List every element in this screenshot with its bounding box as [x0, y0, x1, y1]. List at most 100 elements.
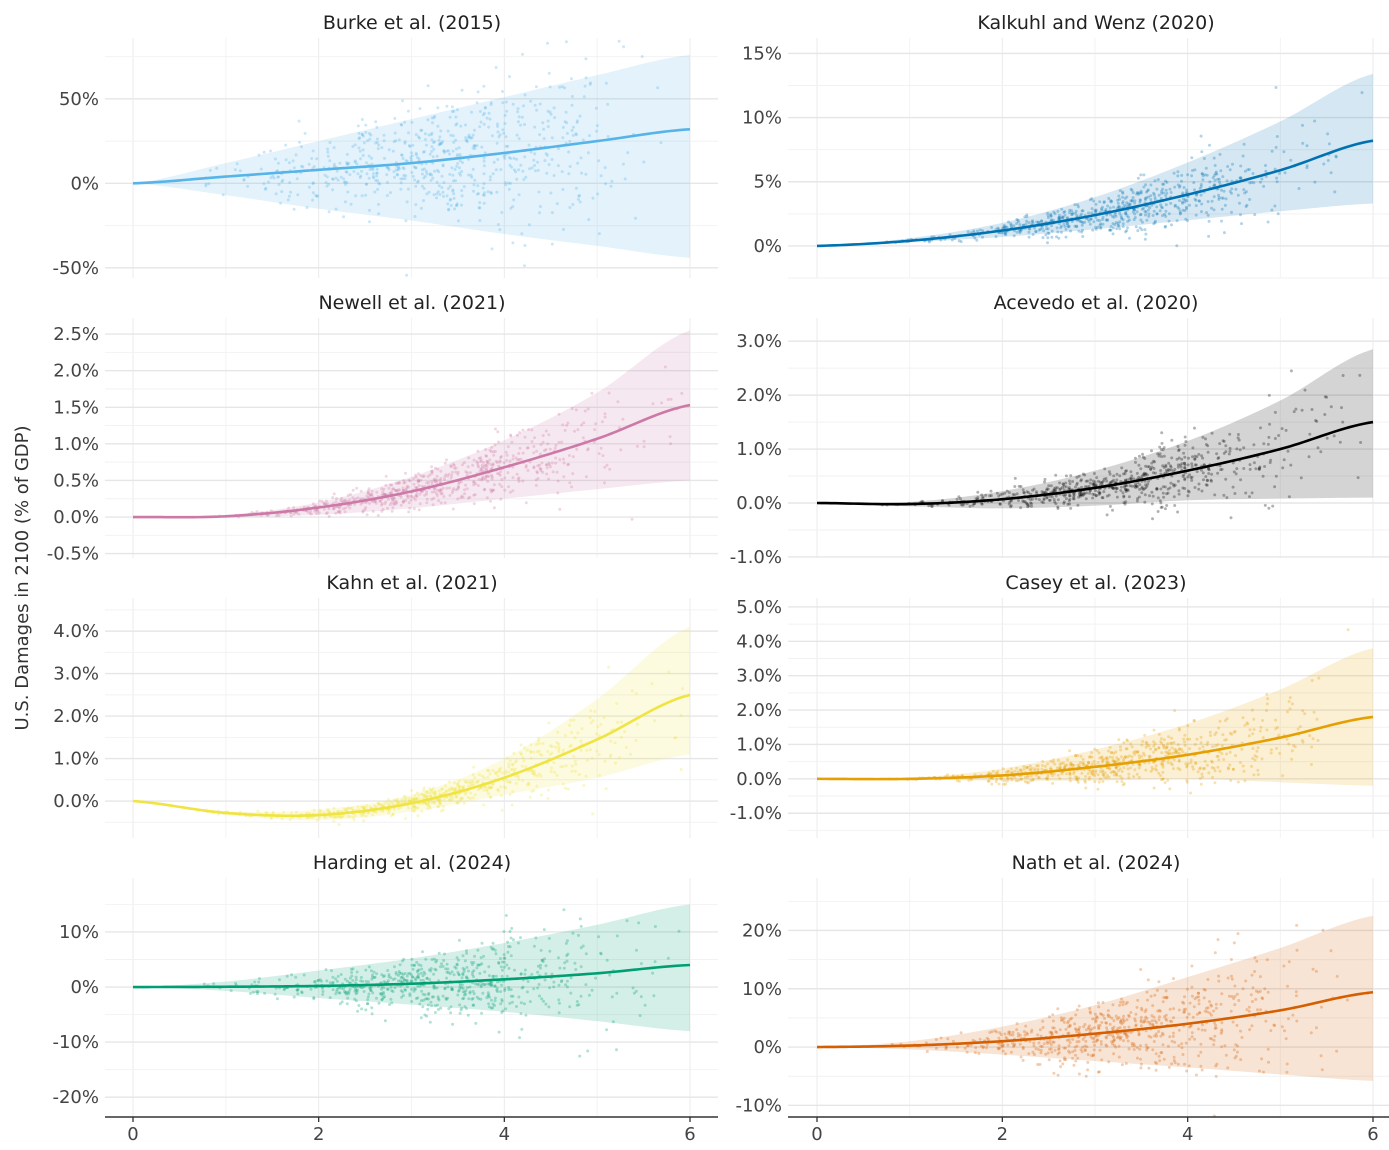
data-point: [528, 167, 531, 170]
panel-5: Kahn et al. (2021)0.0%1.0%2.0%3.0%4.0%: [53, 572, 718, 838]
data-point: [437, 190, 440, 193]
data-point: [588, 134, 591, 137]
data-point: [550, 752, 553, 755]
data-point: [570, 485, 573, 488]
data-point: [1175, 244, 1178, 247]
data-point: [532, 987, 535, 990]
data-point: [1125, 484, 1128, 487]
data-point: [1300, 476, 1303, 479]
data-point: [1146, 465, 1149, 468]
data-point: [503, 477, 506, 480]
data-point: [1167, 752, 1170, 755]
data-point: [594, 422, 597, 425]
data-point: [1161, 771, 1164, 774]
data-point: [1149, 748, 1152, 751]
data-point: [407, 797, 410, 800]
data-point: [1313, 120, 1316, 123]
data-point: [1011, 778, 1014, 781]
data-point: [1009, 499, 1012, 502]
data-point: [557, 750, 560, 753]
data-point: [654, 925, 657, 928]
data-point: [539, 967, 542, 970]
data-point: [490, 450, 493, 453]
data-point: [448, 153, 451, 156]
data-point: [1194, 743, 1197, 746]
data-point: [1128, 484, 1131, 487]
data-point: [1252, 443, 1255, 446]
data-point: [1274, 411, 1277, 414]
data-point: [521, 480, 524, 483]
data-point: [346, 191, 349, 194]
data-point: [1111, 509, 1114, 512]
data-point: [480, 956, 483, 959]
data-point: [557, 956, 560, 959]
data-point: [472, 190, 475, 193]
data-point: [274, 993, 277, 996]
data-point: [490, 446, 493, 449]
data-point: [329, 141, 332, 144]
data-point: [438, 184, 441, 187]
data-point: [492, 172, 495, 175]
data-point: [515, 1005, 518, 1008]
data-point: [539, 467, 542, 470]
data-point: [472, 168, 475, 171]
data-point: [1143, 734, 1146, 737]
data-point: [1194, 458, 1197, 461]
data-point: [606, 464, 609, 467]
data-point: [442, 965, 445, 968]
data-point: [1274, 727, 1277, 730]
data-point: [1178, 493, 1181, 496]
data-point: [456, 497, 459, 500]
data-point: [448, 780, 451, 783]
data-point: [332, 981, 335, 984]
data-point: [1224, 478, 1227, 481]
data-point: [476, 193, 479, 196]
data-point: [351, 496, 354, 499]
data-point: [483, 191, 486, 194]
data-point: [1149, 198, 1152, 201]
data-point: [1158, 446, 1161, 449]
data-point: [489, 786, 492, 789]
data-point: [553, 106, 556, 109]
data-point: [485, 455, 488, 458]
data-point: [1013, 234, 1016, 237]
data-point: [404, 140, 407, 143]
data-point: [548, 72, 551, 75]
data-point: [626, 919, 629, 922]
data-point: [571, 203, 574, 206]
data-point: [1138, 488, 1141, 491]
data-point: [290, 973, 293, 976]
data-point: [490, 463, 493, 466]
data-point: [562, 783, 565, 786]
data-point: [590, 392, 593, 395]
data-point: [1069, 779, 1072, 782]
data-point: [979, 229, 982, 232]
data-point: [1313, 711, 1316, 714]
data-point: [1110, 201, 1113, 204]
data-point: [523, 155, 526, 158]
data-point: [656, 86, 659, 89]
data-point: [1254, 754, 1257, 757]
data-point: [488, 974, 491, 977]
data-point: [1164, 781, 1167, 784]
data-point: [385, 173, 388, 176]
data-point: [1046, 487, 1049, 490]
data-point: [476, 462, 479, 465]
data-point: [440, 810, 443, 813]
data-point: [956, 498, 959, 501]
data-point: [529, 100, 532, 103]
data-point: [1054, 212, 1057, 215]
data-point: [433, 487, 436, 490]
data-point: [361, 118, 364, 121]
data-point: [420, 129, 423, 132]
data-point: [538, 983, 541, 986]
data-point: [1057, 216, 1060, 219]
data-point: [445, 105, 448, 108]
data-point: [1137, 177, 1140, 180]
data-point: [565, 40, 568, 43]
data-point: [1006, 777, 1009, 780]
data-point: [432, 155, 435, 158]
data-point: [288, 195, 291, 198]
data-point: [997, 495, 1000, 498]
data-point: [407, 131, 410, 134]
